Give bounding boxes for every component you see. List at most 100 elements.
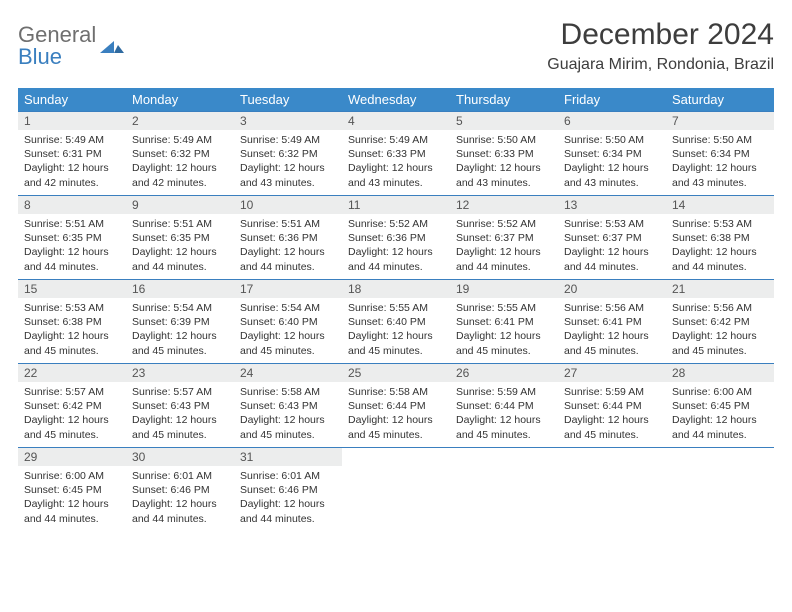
day-text: Sunrise: 5:58 AMSunset: 6:43 PMDaylight:…	[234, 382, 342, 446]
calendar-cell-empty	[342, 448, 450, 532]
day-text: Sunrise: 5:49 AMSunset: 6:31 PMDaylight:…	[18, 130, 126, 194]
calendar-cell: 1Sunrise: 5:49 AMSunset: 6:31 PMDaylight…	[18, 112, 126, 196]
calendar-cell: 8Sunrise: 5:51 AMSunset: 6:35 PMDaylight…	[18, 196, 126, 280]
day-number: 1	[18, 112, 126, 130]
weekday-header: Friday	[558, 88, 666, 112]
day-text: Sunrise: 5:51 AMSunset: 6:35 PMDaylight:…	[126, 214, 234, 278]
day-text: Sunrise: 5:50 AMSunset: 6:34 PMDaylight:…	[666, 130, 774, 194]
day-number: 11	[342, 196, 450, 214]
calendar-cell: 17Sunrise: 5:54 AMSunset: 6:40 PMDayligh…	[234, 280, 342, 364]
day-text: Sunrise: 6:00 AMSunset: 6:45 PMDaylight:…	[18, 466, 126, 530]
weekday-header: Saturday	[666, 88, 774, 112]
day-number: 29	[18, 448, 126, 466]
calendar-cell: 23Sunrise: 5:57 AMSunset: 6:43 PMDayligh…	[126, 364, 234, 448]
calendar-cell: 9Sunrise: 5:51 AMSunset: 6:35 PMDaylight…	[126, 196, 234, 280]
calendar-row: 22Sunrise: 5:57 AMSunset: 6:42 PMDayligh…	[18, 364, 774, 448]
day-text: Sunrise: 5:50 AMSunset: 6:34 PMDaylight:…	[558, 130, 666, 194]
day-text: Sunrise: 5:57 AMSunset: 6:43 PMDaylight:…	[126, 382, 234, 446]
calendar-cell: 16Sunrise: 5:54 AMSunset: 6:39 PMDayligh…	[126, 280, 234, 364]
day-text: Sunrise: 5:56 AMSunset: 6:42 PMDaylight:…	[666, 298, 774, 362]
day-text: Sunrise: 5:49 AMSunset: 6:32 PMDaylight:…	[126, 130, 234, 194]
weekday-header: Sunday	[18, 88, 126, 112]
day-number: 16	[126, 280, 234, 298]
day-number: 12	[450, 196, 558, 214]
day-number: 30	[126, 448, 234, 466]
day-text: Sunrise: 5:56 AMSunset: 6:41 PMDaylight:…	[558, 298, 666, 362]
calendar-cell: 25Sunrise: 5:58 AMSunset: 6:44 PMDayligh…	[342, 364, 450, 448]
day-text: Sunrise: 5:54 AMSunset: 6:39 PMDaylight:…	[126, 298, 234, 362]
day-number: 31	[234, 448, 342, 466]
day-number: 17	[234, 280, 342, 298]
calendar-cell: 18Sunrise: 5:55 AMSunset: 6:40 PMDayligh…	[342, 280, 450, 364]
day-number: 21	[666, 280, 774, 298]
day-text: Sunrise: 5:49 AMSunset: 6:32 PMDaylight:…	[234, 130, 342, 194]
day-text: Sunrise: 5:59 AMSunset: 6:44 PMDaylight:…	[558, 382, 666, 446]
logo-word1: General	[18, 24, 96, 46]
day-text: Sunrise: 6:00 AMSunset: 6:45 PMDaylight:…	[666, 382, 774, 446]
calendar-cell: 26Sunrise: 5:59 AMSunset: 6:44 PMDayligh…	[450, 364, 558, 448]
calendar-cell: 29Sunrise: 6:00 AMSunset: 6:45 PMDayligh…	[18, 448, 126, 532]
day-number: 18	[342, 280, 450, 298]
calendar-cell-empty	[666, 448, 774, 532]
day-text: Sunrise: 5:51 AMSunset: 6:35 PMDaylight:…	[18, 214, 126, 278]
weekday-header: Tuesday	[234, 88, 342, 112]
calendar-cell: 30Sunrise: 6:01 AMSunset: 6:46 PMDayligh…	[126, 448, 234, 532]
calendar-cell: 7Sunrise: 5:50 AMSunset: 6:34 PMDaylight…	[666, 112, 774, 196]
header: General Blue December 2024 Guajara Mirim…	[18, 18, 774, 74]
calendar-row: 1Sunrise: 5:49 AMSunset: 6:31 PMDaylight…	[18, 112, 774, 196]
calendar-row: 8Sunrise: 5:51 AMSunset: 6:35 PMDaylight…	[18, 196, 774, 280]
day-text: Sunrise: 5:52 AMSunset: 6:37 PMDaylight:…	[450, 214, 558, 278]
calendar-cell: 13Sunrise: 5:53 AMSunset: 6:37 PMDayligh…	[558, 196, 666, 280]
location: Guajara Mirim, Rondonia, Brazil	[547, 56, 774, 74]
calendar-cell: 19Sunrise: 5:55 AMSunset: 6:41 PMDayligh…	[450, 280, 558, 364]
day-text: Sunrise: 6:01 AMSunset: 6:46 PMDaylight:…	[234, 466, 342, 530]
calendar-row: 15Sunrise: 5:53 AMSunset: 6:38 PMDayligh…	[18, 280, 774, 364]
day-number: 3	[234, 112, 342, 130]
day-text: Sunrise: 5:55 AMSunset: 6:41 PMDaylight:…	[450, 298, 558, 362]
calendar-cell: 3Sunrise: 5:49 AMSunset: 6:32 PMDaylight…	[234, 112, 342, 196]
day-text: Sunrise: 5:55 AMSunset: 6:40 PMDaylight:…	[342, 298, 450, 362]
day-number: 4	[342, 112, 450, 130]
calendar-cell: 28Sunrise: 6:00 AMSunset: 6:45 PMDayligh…	[666, 364, 774, 448]
day-number: 5	[450, 112, 558, 130]
day-text: Sunrise: 5:53 AMSunset: 6:38 PMDaylight:…	[18, 298, 126, 362]
logo: General Blue	[18, 18, 126, 68]
calendar-cell: 4Sunrise: 5:49 AMSunset: 6:33 PMDaylight…	[342, 112, 450, 196]
day-text: Sunrise: 5:50 AMSunset: 6:33 PMDaylight:…	[450, 130, 558, 194]
day-text: Sunrise: 5:51 AMSunset: 6:36 PMDaylight:…	[234, 214, 342, 278]
day-number: 7	[666, 112, 774, 130]
calendar-cell: 2Sunrise: 5:49 AMSunset: 6:32 PMDaylight…	[126, 112, 234, 196]
calendar-cell: 14Sunrise: 5:53 AMSunset: 6:38 PMDayligh…	[666, 196, 774, 280]
weekday-header: Monday	[126, 88, 234, 112]
day-number: 9	[126, 196, 234, 214]
calendar-cell: 15Sunrise: 5:53 AMSunset: 6:38 PMDayligh…	[18, 280, 126, 364]
day-number: 6	[558, 112, 666, 130]
day-text: Sunrise: 5:57 AMSunset: 6:42 PMDaylight:…	[18, 382, 126, 446]
calendar-cell: 24Sunrise: 5:58 AMSunset: 6:43 PMDayligh…	[234, 364, 342, 448]
day-number: 15	[18, 280, 126, 298]
day-number: 13	[558, 196, 666, 214]
day-number: 14	[666, 196, 774, 214]
day-text: Sunrise: 5:53 AMSunset: 6:37 PMDaylight:…	[558, 214, 666, 278]
calendar-cell: 5Sunrise: 5:50 AMSunset: 6:33 PMDaylight…	[450, 112, 558, 196]
calendar-cell-empty	[450, 448, 558, 532]
day-text: Sunrise: 5:52 AMSunset: 6:36 PMDaylight:…	[342, 214, 450, 278]
calendar-row: 29Sunrise: 6:00 AMSunset: 6:45 PMDayligh…	[18, 448, 774, 532]
calendar-cell: 6Sunrise: 5:50 AMSunset: 6:34 PMDaylight…	[558, 112, 666, 196]
day-number: 24	[234, 364, 342, 382]
calendar-head: SundayMondayTuesdayWednesdayThursdayFrid…	[18, 88, 774, 112]
day-number: 27	[558, 364, 666, 382]
month-title: December 2024	[547, 18, 774, 52]
day-text: Sunrise: 5:49 AMSunset: 6:33 PMDaylight:…	[342, 130, 450, 194]
day-text: Sunrise: 5:53 AMSunset: 6:38 PMDaylight:…	[666, 214, 774, 278]
calendar-body: 1Sunrise: 5:49 AMSunset: 6:31 PMDaylight…	[18, 112, 774, 532]
day-number: 2	[126, 112, 234, 130]
day-text: Sunrise: 5:58 AMSunset: 6:44 PMDaylight:…	[342, 382, 450, 446]
title-block: December 2024 Guajara Mirim, Rondonia, B…	[547, 18, 774, 74]
calendar-cell: 21Sunrise: 5:56 AMSunset: 6:42 PMDayligh…	[666, 280, 774, 364]
calendar-cell-empty	[558, 448, 666, 532]
calendar-cell: 20Sunrise: 5:56 AMSunset: 6:41 PMDayligh…	[558, 280, 666, 364]
weekday-header: Thursday	[450, 88, 558, 112]
day-number: 23	[126, 364, 234, 382]
weekday-header: Wednesday	[342, 88, 450, 112]
